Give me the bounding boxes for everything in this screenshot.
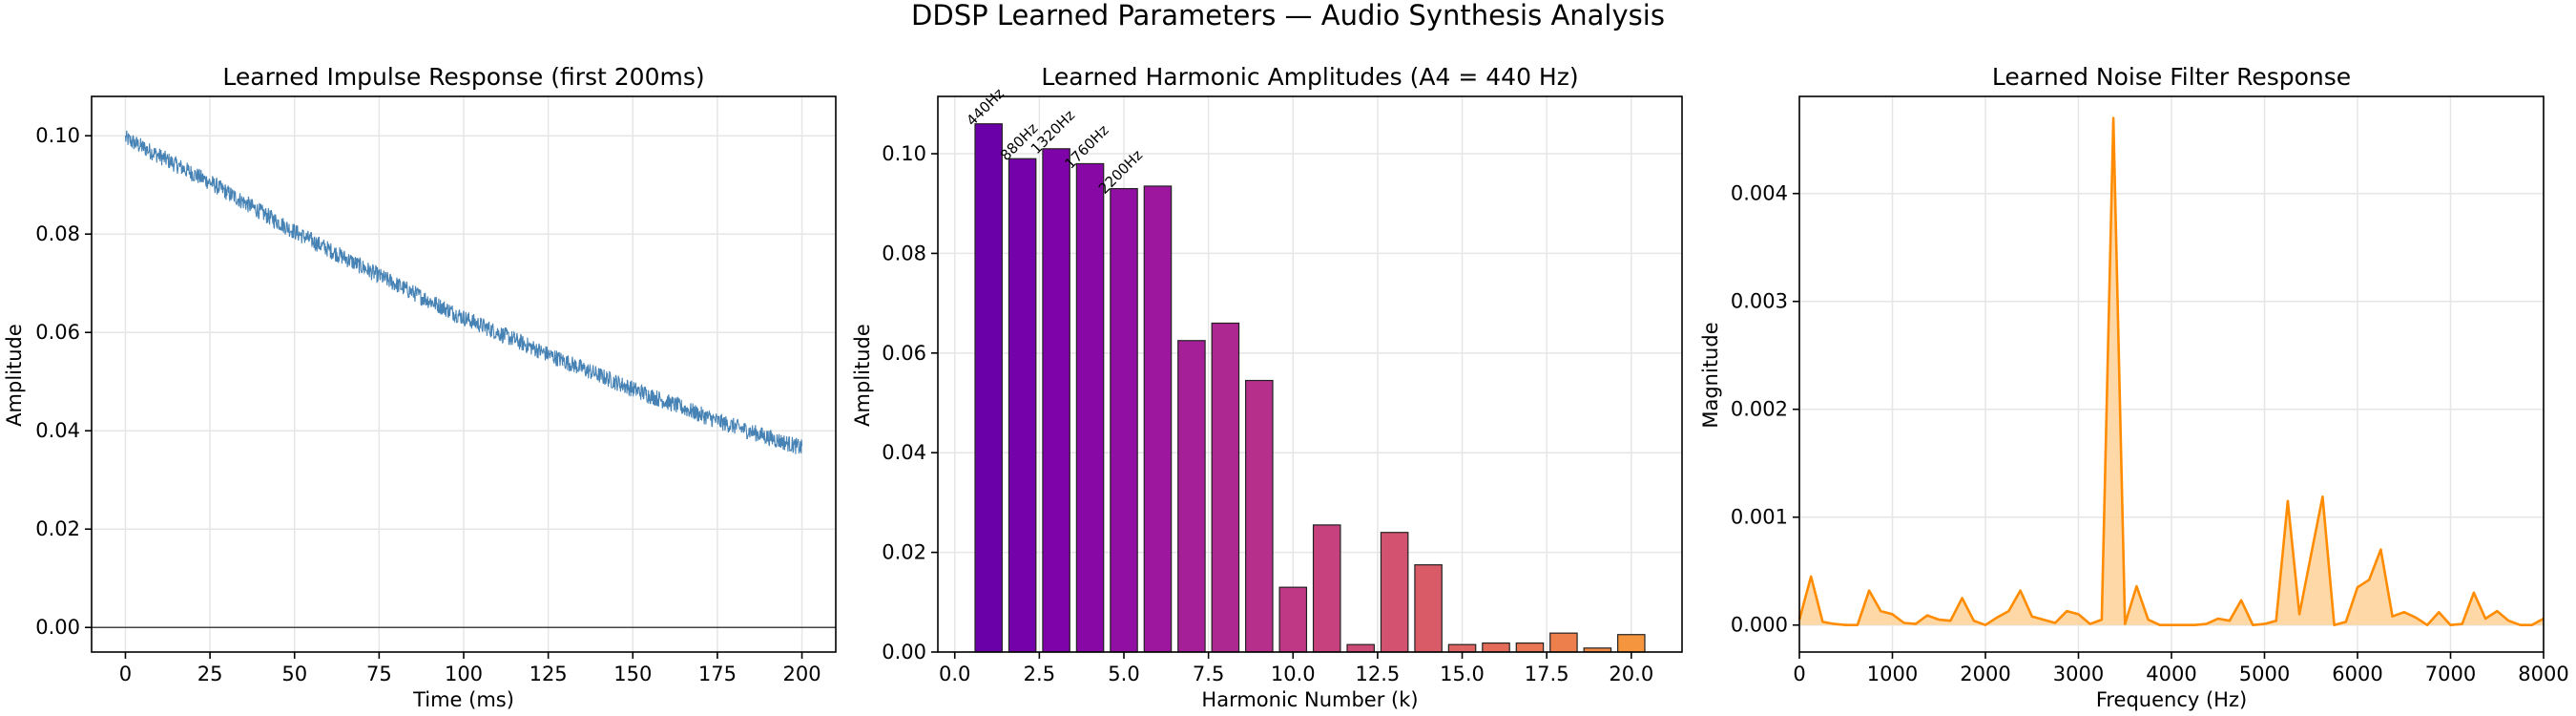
y-tick-label: 0.06 — [35, 321, 80, 344]
y-tick-label: 0.10 — [35, 124, 80, 147]
y-tick-label: 0.10 — [882, 142, 926, 165]
y-tick-label: 0.002 — [1731, 398, 1788, 421]
x-tick-label: 1000 — [1867, 663, 1918, 685]
harmonic-bar-2 — [1008, 158, 1037, 653]
harmonic-bar-7 — [1177, 340, 1206, 653]
harmonic-bar-18 — [1549, 632, 1578, 653]
x-tick-label: 6000 — [2332, 663, 2382, 685]
harmonic-bar-17 — [1515, 642, 1545, 653]
y-tick-label: 0.04 — [35, 419, 80, 442]
x-tick-label: 100 — [445, 663, 483, 685]
impulse-title: Learned Impulse Response (first 200ms) — [222, 63, 704, 91]
x-tick-label: 150 — [613, 663, 652, 685]
harmonic-ticks: 0.0 2.5 5.0 7.5 10.0 12.5 15.0 17.5 20.0 0.00 0.02… — [882, 142, 1653, 685]
x-tick-label: 125 — [530, 663, 568, 685]
figure-suptitle: DDSP Learned Parameters — Audio Synthesi… — [911, 0, 1665, 32]
y-tick-label: 0.00 — [882, 641, 926, 663]
harmonic-annotation-1: 440Hz — [963, 85, 1008, 130]
impulse-grid — [92, 96, 836, 652]
harmonic-bar-10 — [1278, 586, 1308, 653]
harmonic-bar-3 — [1042, 148, 1070, 653]
y-tick-label: 0.000 — [1731, 614, 1788, 637]
y-tick-label: 0.004 — [1731, 182, 1788, 205]
y-tick-label: 0.00 — [35, 616, 80, 639]
x-tick-label: 0.0 — [939, 663, 970, 685]
x-tick-label: 12.5 — [1356, 663, 1401, 685]
impulse-response-line — [124, 130, 803, 454]
harmonic-bar-5 — [1110, 187, 1138, 653]
harmonic-bar-20 — [1617, 634, 1646, 653]
harmonic-bar-1 — [974, 123, 1003, 653]
x-tick-label: 10.0 — [1271, 663, 1316, 685]
noise-filter-line — [1797, 116, 2545, 626]
harmonic-panel: 0.0 2.5 5.0 7.5 10.0 12.5 15.0 17.5 20.0 0.00 0.02… — [851, 63, 1683, 711]
harmonic-bar-4 — [1075, 162, 1105, 653]
noise-xlabel: Frequency (Hz) — [2096, 688, 2247, 711]
harmonic-bar-9 — [1245, 379, 1274, 653]
x-tick-label: 200 — [782, 663, 821, 685]
impulse-plot-area — [92, 130, 836, 629]
noise-ticks: 0 1000 2000 3000 4000 5000 6000 7000 8000 0.000 0.… — [1731, 182, 2569, 685]
noise-plot-area — [1797, 116, 2545, 626]
x-tick-label: 20.0 — [1609, 663, 1653, 685]
harmonic-plot-area — [974, 123, 1646, 653]
harmonic-bar-14 — [1414, 564, 1443, 653]
x-tick-label: 2.5 — [1024, 663, 1055, 685]
impulse-xlabel: Time (ms) — [412, 688, 514, 711]
harmonic-bar-16 — [1482, 642, 1510, 653]
x-tick-label: 0 — [1793, 663, 1805, 685]
x-tick-label: 7000 — [2425, 663, 2476, 685]
harmonic-bar-15 — [1447, 643, 1477, 653]
x-tick-label: 50 — [281, 663, 307, 685]
noise-filter-panel: Learned Noise Filter Response Frequency … — [1699, 63, 2569, 711]
x-tick-label: 8000 — [2518, 663, 2568, 685]
impulse-ylabel: Amplitude — [3, 324, 26, 427]
harmonic-xlabel: Harmonic Number (k) — [1201, 688, 1418, 711]
harmonic-bar-8 — [1211, 322, 1240, 653]
x-tick-label: 3000 — [2053, 663, 2104, 685]
noise-grid — [1798, 96, 2545, 652]
x-tick-label: 0 — [119, 663, 132, 685]
x-tick-label: 175 — [698, 663, 737, 685]
harmonic-bar-12 — [1346, 643, 1375, 653]
harmonic-title: Learned Harmonic Amplitudes (A4 = 440 Hz… — [1041, 63, 1578, 91]
noise-ylabel: Magnitude — [1699, 322, 1722, 428]
x-tick-label: 25 — [197, 663, 223, 685]
harmonic-ylabel: Amplitude — [851, 324, 874, 427]
y-tick-label: 0.08 — [882, 242, 926, 264]
impulse-ticks: 0 25 50 75 100 125 150 175 200 0.00 0.02 0.04 0.06 0.… — [35, 124, 821, 685]
harmonic-bar-11 — [1312, 524, 1341, 653]
harmonic-bar-6 — [1143, 185, 1173, 653]
x-tick-label: 5.0 — [1108, 663, 1139, 685]
harmonic-axes-frame — [937, 95, 1683, 653]
y-tick-label: 0.04 — [882, 441, 926, 464]
impulse-response-panel: Learned Impulse Response (first 200ms) T… — [3, 63, 837, 711]
x-tick-label: 5000 — [2239, 663, 2290, 685]
y-tick-label: 0.08 — [35, 222, 80, 245]
y-tick-label: 0.02 — [882, 541, 926, 564]
x-tick-label: 75 — [366, 663, 392, 685]
y-tick-label: 0.003 — [1731, 290, 1788, 313]
noise-title: Learned Noise Filter Response — [1992, 63, 2351, 91]
x-tick-label: 15.0 — [1440, 663, 1485, 685]
y-tick-label: 0.02 — [35, 517, 80, 540]
y-tick-label: 0.06 — [882, 342, 926, 365]
x-tick-label: 7.5 — [1193, 663, 1224, 685]
x-tick-label: 4000 — [2146, 663, 2196, 685]
x-tick-label: 17.5 — [1525, 663, 1569, 685]
y-tick-label: 0.001 — [1731, 506, 1788, 529]
harmonic-bar-13 — [1380, 532, 1409, 653]
x-tick-label: 2000 — [1960, 663, 2010, 685]
